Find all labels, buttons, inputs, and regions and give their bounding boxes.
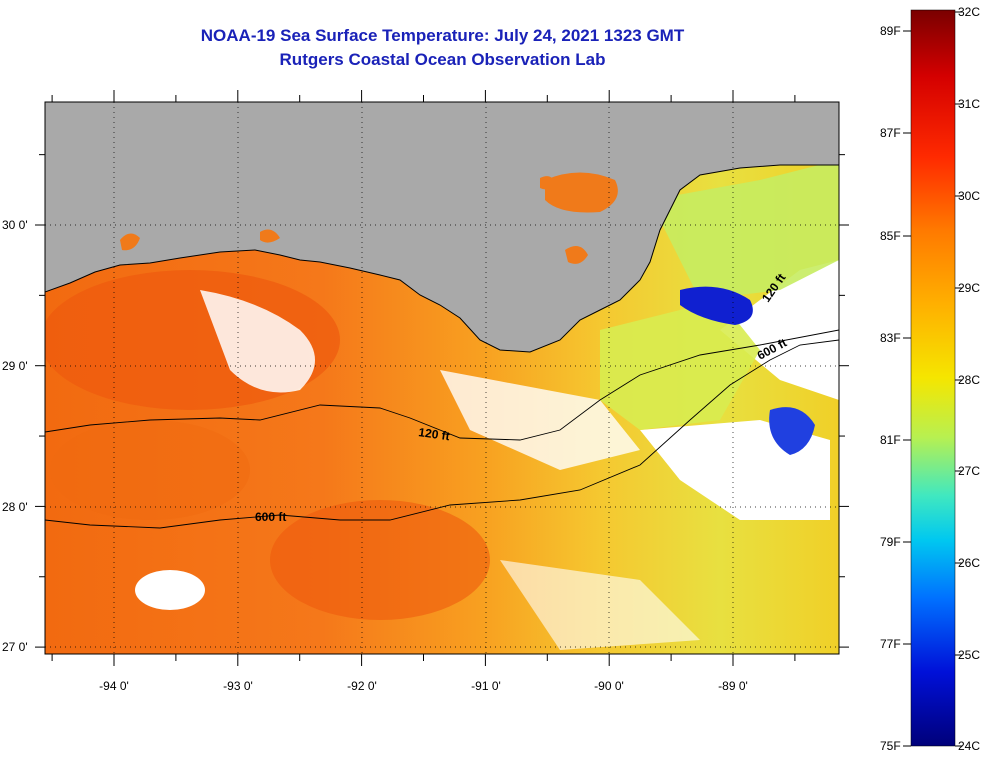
cloud-region [440, 370, 640, 470]
contour-120ft [45, 329, 839, 441]
celsius-label: 31C [958, 97, 981, 111]
fahrenheit-label: 85F [880, 229, 901, 243]
fahrenheit-label: 87F [880, 126, 901, 140]
cloud-region [720, 260, 839, 400]
celsius-label: 26C [958, 556, 981, 570]
warm-patch [50, 420, 250, 520]
coastline-land [45, 102, 839, 353]
map-plot-area: 120 ft 600 ft 600 ft 120 ft [45, 102, 839, 654]
lat-label: 29 0' [2, 359, 28, 373]
warm-patch [270, 500, 490, 620]
map-title: NOAA-19 Sea Surface Temperature: July 24… [200, 26, 685, 45]
lat-label: 28 0' [2, 500, 28, 514]
celsius-label: 27C [958, 464, 981, 478]
fahrenheit-label: 81F [880, 433, 901, 447]
lon-label: -91 0' [471, 679, 501, 693]
graticule [45, 102, 839, 654]
lat-label: 30 0' [2, 218, 28, 232]
celsius-label: 30C [958, 189, 981, 203]
cloud-region [200, 290, 315, 393]
colorbar-ticks [903, 11, 962, 747]
lon-label: -94 0' [99, 679, 129, 693]
inland-lake [260, 229, 280, 243]
lat-label: 27 0' [2, 640, 28, 654]
celsius-label: 24C [958, 739, 981, 753]
inland-lake [565, 246, 588, 264]
contour-600ft [45, 339, 839, 529]
fahrenheit-label: 83F [880, 331, 901, 345]
latitude-axis: 30 0' 29 0' 28 0' 27 0' [2, 218, 28, 654]
map-frame [44, 101, 840, 655]
cold-patch [769, 407, 815, 455]
cold-patch [680, 286, 753, 325]
inland-lake [540, 176, 556, 190]
contour-label: 120 ft [418, 425, 451, 443]
lon-label: -90 0' [594, 679, 624, 693]
contour-label: 600 ft [255, 510, 286, 524]
celsius-label: 28C [958, 373, 981, 387]
celsius-label: 32C [958, 5, 981, 19]
cool-water [600, 300, 760, 430]
lon-label: -93 0' [223, 679, 253, 693]
fahrenheit-label: 79F [880, 535, 901, 549]
lon-label: -89 0' [718, 679, 748, 693]
cool-water [650, 160, 839, 300]
celsius-label: 25C [958, 648, 981, 662]
map-subtitle: Rutgers Coastal Ocean Observation Lab [279, 50, 606, 69]
lon-label: -92 0' [347, 679, 377, 693]
axis-ticks [35, 90, 849, 666]
cloud-region [135, 570, 205, 610]
celsius-label: 29C [958, 281, 981, 295]
fahrenheit-label: 77F [880, 637, 901, 651]
inland-lake [120, 233, 140, 251]
fahrenheit-label: 89F [880, 24, 901, 38]
inland-lake [545, 172, 618, 213]
fahrenheit-label: 75F [880, 739, 901, 753]
cloud-region [500, 560, 700, 650]
longitude-axis: -94 0' -93 0' -92 0' -91 0' -90 0' -89 0… [99, 679, 748, 693]
colorbar [910, 9, 956, 747]
